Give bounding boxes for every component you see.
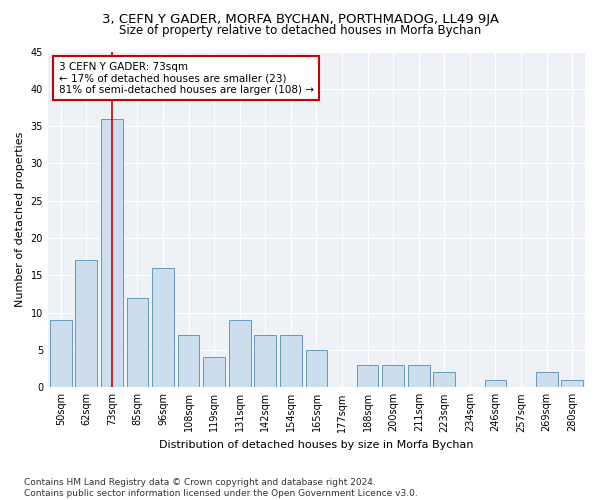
Bar (101, 118, 123, 388)
Bar (127, 298, 148, 388)
Bar (50, 320, 71, 388)
Bar (357, 365, 379, 388)
Bar (229, 320, 251, 388)
Text: Contains HM Land Registry data © Crown copyright and database right 2024.
Contai: Contains HM Land Registry data © Crown c… (24, 478, 418, 498)
Bar (203, 358, 225, 388)
X-axis label: Distribution of detached houses by size in Morfa Bychan: Distribution of detached houses by size … (159, 440, 474, 450)
Bar (382, 365, 404, 388)
Bar (562, 380, 583, 388)
Bar (536, 372, 557, 388)
Bar (178, 335, 199, 388)
Bar (254, 335, 276, 388)
Bar (280, 335, 302, 388)
Bar (433, 372, 455, 388)
Text: 3, CEFN Y GADER, MORFA BYCHAN, PORTHMADOG, LL49 9JA: 3, CEFN Y GADER, MORFA BYCHAN, PORTHMADO… (101, 12, 499, 26)
Bar (305, 350, 328, 388)
Y-axis label: Number of detached properties: Number of detached properties (15, 132, 25, 307)
Bar (152, 268, 174, 388)
Bar (485, 380, 506, 388)
Bar (408, 365, 430, 388)
Bar (76, 260, 97, 388)
Text: 3 CEFN Y GADER: 73sqm
← 17% of detached houses are smaller (23)
81% of semi-deta: 3 CEFN Y GADER: 73sqm ← 17% of detached … (59, 62, 314, 95)
Text: Size of property relative to detached houses in Morfa Bychan: Size of property relative to detached ho… (119, 24, 481, 37)
